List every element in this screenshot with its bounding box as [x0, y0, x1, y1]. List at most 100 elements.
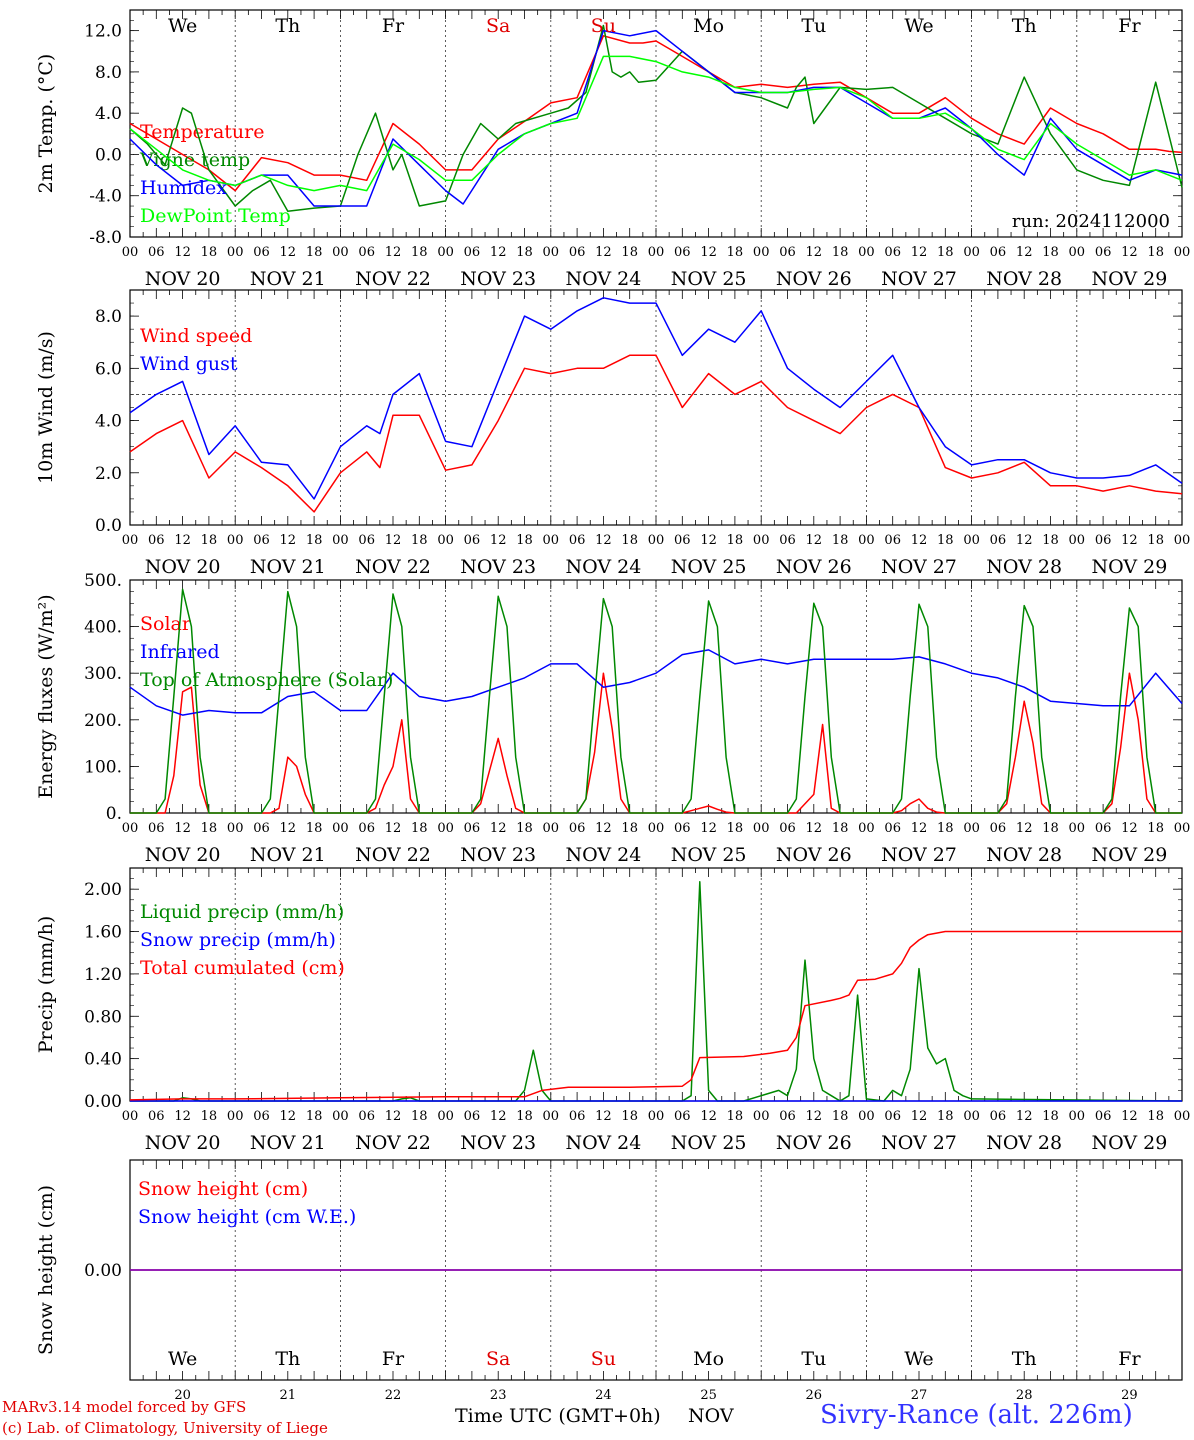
wind-hour-label: 06 — [148, 533, 165, 548]
wind-hour-label: 06 — [358, 533, 375, 548]
weekday-label-bottom: Th — [275, 1348, 300, 1370]
precip-hour-label: 00 — [963, 1109, 980, 1124]
weekday-label-top: Fr — [1118, 15, 1141, 37]
temp-hour-label: 06 — [358, 245, 375, 260]
flux-hour-label: 06 — [253, 821, 270, 836]
precip-hour-label: 00 — [1174, 1109, 1191, 1124]
flux-hour-label: 18 — [937, 821, 954, 836]
flux-hour-label: 06 — [779, 821, 796, 836]
precip-hour-label: 06 — [148, 1109, 165, 1124]
precip-hour-label: 06 — [779, 1109, 796, 1124]
precip-hour-label: 18 — [1147, 1109, 1164, 1124]
temp-date-label: NOV 22 — [355, 268, 431, 290]
temp-hour-label: 18 — [306, 245, 323, 260]
wind-hour-label: 12 — [174, 533, 191, 548]
wind-y-tick-label: 8.0 — [95, 307, 122, 327]
precip-hour-label: 06 — [1095, 1109, 1112, 1124]
temp-series-humidex — [129, 29, 1183, 207]
wind-hour-label: 00 — [963, 533, 980, 548]
flux-date-label: NOV 25 — [671, 844, 747, 866]
wind-hour-label: 06 — [569, 533, 586, 548]
flux-y-tick-label: 300. — [84, 664, 122, 684]
wind-date-label: NOV 27 — [881, 556, 957, 578]
wind-date-label: NOV 26 — [776, 556, 852, 578]
bottom-date-label: 29 — [1121, 1388, 1138, 1400]
temp-hour-label: 18 — [937, 245, 954, 260]
temp-hour-label: 12 — [595, 245, 612, 260]
wind-date-label: NOV 20 — [145, 556, 221, 578]
wind-date-label: NOV 28 — [986, 556, 1062, 578]
wind-date-label: NOV 29 — [1091, 556, 1167, 578]
wind-date-label: NOV 23 — [460, 556, 536, 578]
temp-hour-label: 06 — [464, 245, 481, 260]
precip-legend-total-cumulated-cm: Total cumulated (cm) — [140, 957, 345, 979]
flux-hour-label: 06 — [990, 821, 1007, 836]
flux-date-label: NOV 27 — [881, 844, 957, 866]
flux-hour-label: 18 — [832, 821, 849, 836]
temp-frame — [129, 9, 1183, 238]
temp-hour-label: 06 — [253, 245, 270, 260]
flux-hour-label: 12 — [1016, 821, 1033, 836]
flux-series-solar — [130, 672, 1182, 814]
flux-hour-label: 00 — [332, 821, 349, 836]
flux-hour-label: 12 — [806, 821, 823, 836]
flux-hour-label: 00 — [543, 821, 560, 836]
wind-series-wind-gust — [129, 297, 1183, 500]
flux-hour-label: 00 — [1174, 821, 1191, 836]
wind-hour-label: 00 — [437, 533, 454, 548]
temp-hour-label: 06 — [148, 245, 165, 260]
wind-hour-label: 18 — [1147, 533, 1164, 548]
flux-y-tick-label: 500. — [84, 571, 122, 591]
precip-hour-label: 00 — [858, 1109, 875, 1124]
wind-hour-label: 12 — [1016, 533, 1033, 548]
flux-hour-label: 12 — [700, 821, 717, 836]
temp-hour-label: 18 — [832, 245, 849, 260]
flux-y-tick-label: 0. — [106, 804, 122, 824]
bottom-date-label: 26 — [806, 1388, 823, 1400]
wind-series-wind-speed — [129, 354, 1183, 513]
precip-date-label: NOV 21 — [250, 1132, 326, 1154]
x-axis-time-label: Time UTC (GMT+0h) — [455, 1405, 661, 1427]
wind-hour-label: 12 — [280, 533, 297, 548]
precip-hour-label: 00 — [753, 1109, 770, 1124]
precip-date-label: NOV 24 — [565, 1132, 641, 1154]
flux-legend-solar: Solar — [140, 613, 192, 635]
precip-hour-label: 00 — [543, 1109, 560, 1124]
precip-hour-label: 18 — [201, 1109, 218, 1124]
flux-hour-label: 18 — [411, 821, 428, 836]
temp-y-tick-label: 0.0 — [95, 145, 122, 165]
flux-date-label: NOV 26 — [776, 844, 852, 866]
flux-hour-label: 06 — [148, 821, 165, 836]
precip-hour-label: 12 — [385, 1109, 402, 1124]
temp-date-label: NOV 29 — [1091, 268, 1167, 290]
precip-hour-label: 12 — [174, 1109, 191, 1124]
wind-legend-wind-gust: Wind gust — [140, 353, 238, 375]
precip-legend-liquid-precip-mm-h: Liquid precip (mm/h) — [140, 901, 344, 923]
precip-hour-label: 18 — [937, 1109, 954, 1124]
precip-date-label: NOV 26 — [776, 1132, 852, 1154]
flux-date-label: NOV 24 — [565, 844, 641, 866]
wind-y-tick-label: 2.0 — [95, 464, 122, 484]
temp-hour-label: 06 — [779, 245, 796, 260]
precip-hour-label: 18 — [832, 1109, 849, 1124]
wind-hour-label: 18 — [201, 533, 218, 548]
wind-hour-label: 00 — [227, 533, 244, 548]
temp-hour-label: 06 — [674, 245, 691, 260]
temp-date-label: NOV 21 — [250, 268, 326, 290]
precip-hour-label: 12 — [1121, 1109, 1138, 1124]
weekday-label-top: We — [904, 15, 933, 37]
flux-series-top-of-atmosphere-solar — [130, 588, 1182, 814]
temp-hour-label: 12 — [911, 245, 928, 260]
precip-hour-label: 12 — [595, 1109, 612, 1124]
precip-date-label: NOV 20 — [145, 1132, 221, 1154]
precip-hour-label: 06 — [674, 1109, 691, 1124]
wind-hour-label: 06 — [990, 533, 1007, 548]
bottom-date-label: 23 — [490, 1388, 507, 1400]
flux-hour-label: 06 — [674, 821, 691, 836]
flux-hour-label: 00 — [1069, 821, 1086, 836]
flux-hour-label: 00 — [227, 821, 244, 836]
precip-y-tick-label: 1.20 — [84, 965, 122, 985]
flux-date-label: NOV 22 — [355, 844, 431, 866]
wind-hour-label: 18 — [937, 533, 954, 548]
weekday-label-top: Tu — [801, 15, 826, 37]
